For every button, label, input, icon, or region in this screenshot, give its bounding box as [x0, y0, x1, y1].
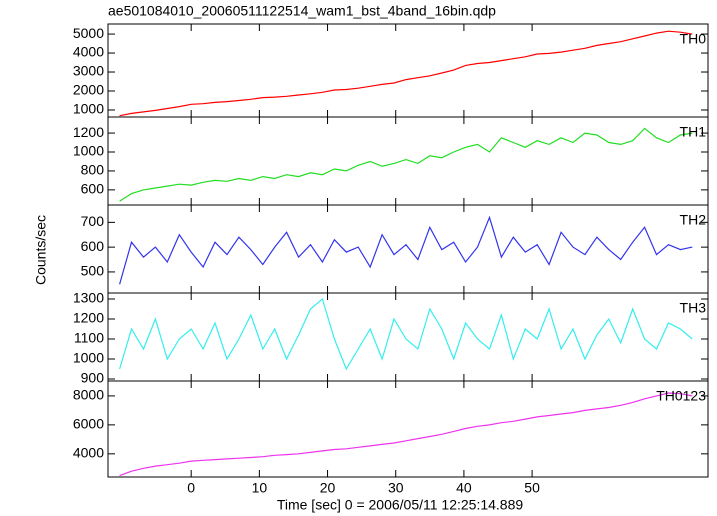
y-tick-label: 1200: [73, 310, 104, 326]
panel-frame: [107, 23, 709, 118]
x-tick-label: 30: [388, 480, 404, 496]
data-line: [119, 30, 693, 117]
data-line: [119, 215, 693, 285]
x-tick-label: 50: [524, 480, 540, 496]
data-line: [119, 392, 693, 477]
x-axis-label: Time [sec] 0 = 2006/05/11 12:25:14.889: [277, 497, 524, 513]
y-tick-label: 5000: [73, 25, 104, 41]
panel-label: TH1: [680, 124, 707, 140]
y-tick-label: 1000: [73, 101, 104, 117]
y-tick-label: 1200: [73, 124, 104, 140]
y-tick-label: 600: [81, 181, 105, 197]
panel-label: TH3: [680, 300, 707, 316]
y-tick-label: 3000: [73, 63, 104, 79]
y-tick-label: 1300: [73, 290, 104, 306]
panel-label: TH2: [680, 212, 707, 228]
panel-label: TH0: [680, 31, 707, 47]
y-tick-label: 4000: [73, 44, 104, 60]
panel-frame: [107, 116, 709, 206]
data-line: [119, 297, 693, 371]
y-tick-label: 2000: [73, 82, 104, 98]
panel-frame: [107, 204, 709, 294]
panel-label: TH0123: [656, 388, 706, 404]
x-tick-label: 0: [187, 480, 195, 496]
chart-title: ae501084010_20060511122514_wam1_bst_4ban…: [108, 3, 496, 19]
x-tick-label: 40: [456, 480, 472, 496]
panel-frame: [107, 380, 709, 478]
y-tick-label: 900: [81, 370, 105, 386]
y-tick-label: 600: [81, 238, 105, 254]
y-tick-label: 800: [81, 162, 105, 178]
y-tick-label: 8000: [73, 387, 104, 403]
y-tick-label: 1000: [73, 350, 104, 366]
data-line: [119, 127, 693, 202]
y-tick-label: 4000: [73, 445, 104, 461]
x-tick-label: 20: [320, 480, 336, 496]
y-tick-label: 1000: [73, 143, 104, 159]
x-tick-label: 10: [252, 480, 268, 496]
y-tick-label: 700: [81, 213, 105, 229]
y-axis-label: Counts/sec: [33, 215, 49, 285]
y-tick-label: 1100: [74, 330, 104, 346]
y-tick-label: 6000: [73, 416, 104, 432]
y-tick-label: 500: [81, 263, 105, 279]
